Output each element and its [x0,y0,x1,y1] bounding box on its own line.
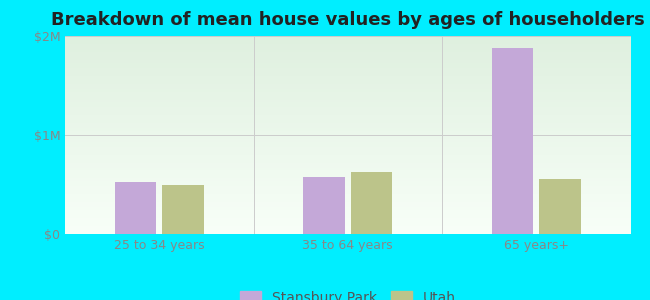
Bar [162,185,203,234]
Title: Breakdown of mean house values by ages of householders: Breakdown of mean house values by ages o… [51,11,645,29]
Legend: Stansbury Park, Utah: Stansbury Park, Utah [234,285,462,300]
Bar [304,177,345,234]
Bar [350,172,392,234]
Bar [539,178,580,234]
Bar [492,48,534,234]
Bar [115,182,157,234]
